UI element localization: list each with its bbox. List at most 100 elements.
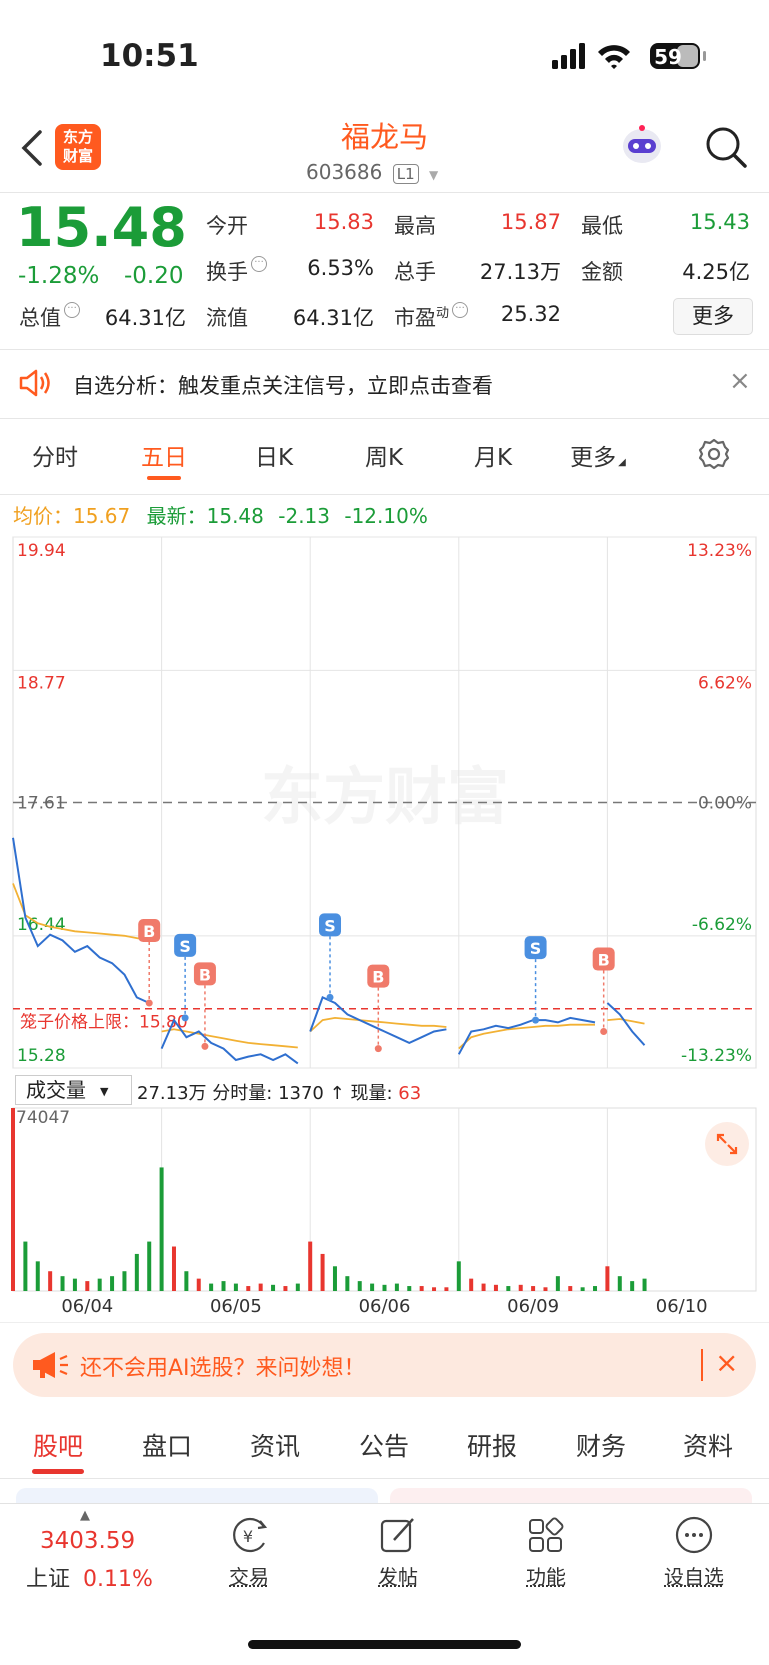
- y-tick-label: 19.94: [17, 541, 66, 561]
- ad-close[interactable]: ×: [715, 1346, 739, 1379]
- settings-icon[interactable]: [697, 437, 731, 471]
- volume-total: 27.13万: [137, 1083, 207, 1104]
- y2-tick-label: -13.23%: [681, 1046, 752, 1066]
- chart-tab[interactable]: 日K: [254, 445, 294, 471]
- back-button[interactable]: [18, 128, 48, 168]
- marker-dot: [145, 999, 153, 1007]
- field-label-text: 金额: [581, 260, 623, 284]
- chart-tab[interactable]: 周K: [364, 445, 404, 471]
- reference-label-text: 笼子价格上限：: [20, 1013, 139, 1033]
- chart-tab[interactable]: 更多 ◢: [570, 445, 626, 471]
- ad-divider: [701, 1349, 703, 1381]
- volume-bar: [432, 1287, 437, 1291]
- field-value: 64.31亿: [104, 306, 186, 330]
- chart-tab[interactable]: 月K: [473, 445, 513, 471]
- index-row[interactable]: 上证 0.11%: [26, 1561, 153, 1593]
- volume-bar: [444, 1287, 449, 1291]
- marker-badge: [367, 964, 390, 988]
- sub-tab[interactable]: 资料: [682, 1432, 734, 1461]
- volume-bar: [630, 1281, 635, 1291]
- volume-bar: [159, 1167, 164, 1291]
- sub-tab[interactable]: 资讯: [249, 1432, 301, 1461]
- nav-item[interactable]: 交易: [229, 1565, 269, 1589]
- marker-dot: [374, 1045, 382, 1053]
- index-value[interactable]: 3403.59: [40, 1528, 136, 1554]
- marker-badge: [524, 936, 547, 960]
- expand-icon: [716, 1133, 738, 1155]
- volume-bar: [531, 1286, 536, 1291]
- ad-banner[interactable]: 还不会用AI选股？来问妙想！ ×: [13, 1333, 756, 1397]
- marker-label: B: [143, 922, 155, 941]
- volume-selector[interactable]: 成交量 ▼: [15, 1075, 132, 1105]
- home-indicator: [248, 1640, 521, 1649]
- battery-level: 59: [654, 45, 682, 69]
- field-label-text: 总值: [19, 306, 61, 330]
- ad-icon: [33, 1352, 68, 1378]
- field-value: 15.43: [689, 210, 750, 234]
- watchlist-icon: [675, 1516, 713, 1554]
- nav-item[interactable]: 发帖: [378, 1565, 418, 1589]
- status-icons: 59: [552, 43, 706, 69]
- change: -0.20: [124, 263, 184, 289]
- volume-bar: [370, 1283, 375, 1291]
- volume-bar: [394, 1283, 399, 1291]
- sub-tab-underline: [32, 1469, 84, 1474]
- nav-item[interactable]: 设自选: [664, 1565, 724, 1589]
- notice-text[interactable]: 自选分析：触发重点关注信号，立即点击查看: [73, 374, 493, 398]
- last-value: 15.48: [206, 504, 264, 528]
- last-change-pct: -12.10%: [344, 504, 428, 528]
- ad-text: 还不会用AI选股？来问妙想！: [80, 1356, 366, 1381]
- volume-bar: [506, 1286, 511, 1291]
- x-tick-label: 06/10: [656, 1296, 708, 1317]
- close-notice[interactable]: ×: [729, 366, 751, 396]
- divider: [0, 192, 769, 193]
- chart-tab[interactable]: 五日: [141, 445, 187, 471]
- marker-badge: [592, 947, 615, 971]
- chart-tab[interactable]: 分时: [32, 445, 78, 471]
- sub-tab[interactable]: 盘口: [141, 1432, 193, 1461]
- expand-button[interactable]: [705, 1122, 749, 1166]
- x-tick-label: 06/09: [507, 1296, 559, 1317]
- more-button[interactable]: 更多: [673, 298, 753, 335]
- sub-tab[interactable]: 财务: [575, 1432, 627, 1461]
- marker-label: B: [372, 968, 384, 987]
- field-label-text: 换手: [206, 260, 248, 284]
- sub-tab[interactable]: 研报: [466, 1432, 518, 1461]
- field-value: 25.32: [500, 302, 561, 326]
- nav-item[interactable]: 功能: [526, 1565, 566, 1589]
- sub-tab[interactable]: 股吧: [32, 1432, 84, 1461]
- field-value: 6.53%: [307, 256, 374, 280]
- volume-bar: [382, 1284, 387, 1291]
- bottom-nav: [0, 1503, 769, 1665]
- chart-info: 均价：15.67 最新：15.48 -2.13 -12.10%: [13, 500, 428, 529]
- status-time: 10:51: [100, 38, 199, 74]
- field-label-sup: 动: [436, 306, 450, 321]
- stock-code-row[interactable]: 603686 L1 ▼: [306, 160, 438, 184]
- volume-bar: [184, 1271, 189, 1291]
- volume-bar: [407, 1286, 412, 1291]
- index-change: 0.11%: [83, 1567, 153, 1592]
- marker-label: B: [199, 965, 211, 984]
- marker-dot: [532, 1016, 540, 1024]
- last-change: -2.13: [278, 504, 330, 528]
- marker-dot: [181, 1014, 189, 1022]
- logo-line: 财富: [62, 147, 93, 165]
- volume-bar: [85, 1281, 90, 1291]
- trade-icon: ¥: [233, 1517, 268, 1553]
- svg-text:¥: ¥: [243, 1527, 253, 1546]
- sub-tab[interactable]: 公告: [358, 1432, 410, 1461]
- robot-icon[interactable]: [618, 124, 666, 168]
- y2-tick-label: 13.23%: [687, 541, 752, 561]
- avg-line: [309, 1016, 447, 1033]
- volume-bar: [196, 1278, 201, 1291]
- index-name: 上证: [26, 1567, 71, 1592]
- last-price: 15.48: [16, 196, 187, 259]
- field-value: 64.31亿: [292, 306, 374, 330]
- field-label: 最低: [581, 210, 623, 240]
- logo[interactable]: 东方 财富: [55, 124, 101, 170]
- current-label: 现量:: [350, 1083, 393, 1104]
- volume-bar: [122, 1271, 127, 1291]
- price-line: [160, 1018, 299, 1065]
- search-icon[interactable]: [703, 124, 749, 170]
- volume-bar: [543, 1287, 548, 1291]
